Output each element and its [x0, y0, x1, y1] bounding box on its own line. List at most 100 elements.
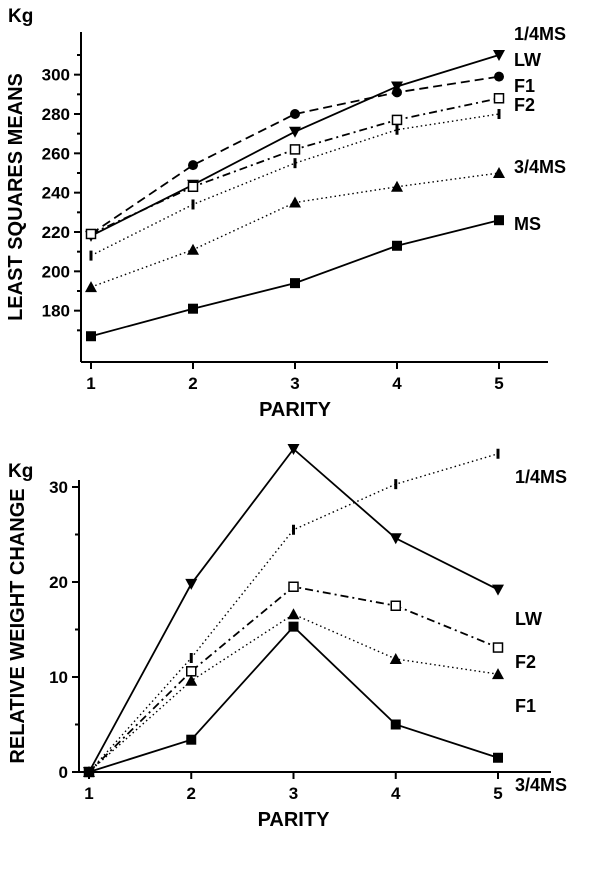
x-tick-label: 2: [188, 374, 197, 393]
data-point-f2: [288, 581, 299, 592]
data-point-lw: [392, 87, 402, 98]
data-point-lw: [494, 71, 504, 82]
data-point-f1: [85, 228, 97, 240]
y-tick-label: 220: [42, 223, 70, 242]
data-point-ms: [392, 240, 402, 251]
y-axis-title: RELATIVE WEIGHT CHANGE: [7, 488, 29, 763]
x-tick-label: 4: [391, 784, 401, 803]
y-tick-label: 30: [49, 478, 68, 497]
x-tick-label: 5: [493, 784, 502, 803]
series-label-1-4ms: 1/4MS: [515, 467, 567, 487]
data-point-1-4ms: [496, 448, 500, 459]
data-point-f1: [389, 652, 402, 664]
series-label-1-4ms: 1/4MS: [514, 24, 566, 44]
y-tick-label: 0: [59, 763, 68, 782]
series-3-4ms: 3/4MS: [85, 157, 566, 293]
x-tick-label: 1: [84, 784, 93, 803]
data-point-lw: [185, 578, 198, 590]
y-unit-label: Kg: [8, 6, 33, 27]
series-label-lw: LW: [515, 609, 542, 629]
data-point-lw: [188, 160, 198, 171]
series-label-f2: F2: [515, 652, 536, 672]
data-point-1-4ms: [292, 524, 295, 535]
data-point-lw: [290, 109, 300, 119]
data-point-f2: [191, 199, 195, 210]
y-tick-label: 280: [42, 105, 70, 124]
data-point-f2: [293, 158, 297, 169]
data-point-f1: [391, 114, 403, 126]
series-label-f1: F1: [515, 696, 536, 716]
data-point-3-4ms: [391, 180, 403, 192]
x-tick-label: 3: [290, 374, 299, 393]
x-tick-label: 5: [494, 374, 503, 393]
data-point-f1: [493, 93, 505, 104]
data-point-1-4ms: [394, 479, 398, 490]
series-label-3-4ms: 3/4MS: [515, 775, 567, 795]
data-point-f2: [492, 642, 504, 653]
x-tick-label: 1: [86, 374, 95, 393]
data-point-ms: [494, 215, 504, 226]
y-tick-label: 20: [49, 573, 68, 592]
data-point-3-4ms: [186, 734, 197, 745]
series-3-4ms: 3/4MS: [84, 621, 567, 795]
data-point-lw: [287, 444, 300, 455]
y-tick-label: 300: [42, 66, 70, 85]
series-label-lw: LW: [514, 50, 541, 70]
data-point-f1: [185, 674, 198, 686]
chart-relative-weight-change: 0 10 20 30 1 2 3 4 5 PARITY RELATIVE WEIGHT CHANGE…: [7, 444, 567, 831]
data-point-ms: [290, 278, 300, 289]
series-lw: LW: [86, 50, 541, 239]
x-tick-label: 4: [392, 374, 402, 393]
series-f1: F1: [85, 76, 535, 240]
data-point-3-4ms: [84, 767, 94, 777]
series-line-lw: [90, 75, 500, 235]
series-label-f2: F2: [514, 95, 535, 115]
data-point-3-4ms: [493, 752, 503, 763]
data-point-3-4ms: [390, 719, 401, 730]
data-point-3-4ms: [493, 167, 505, 178]
data-point-3-4ms: [288, 621, 299, 632]
data-point-3-4ms: [187, 243, 199, 255]
data-point-f2: [497, 109, 501, 119]
data-point-lw: [389, 533, 402, 545]
y-tick-label: 260: [42, 144, 70, 163]
x-axis-title: PARITY: [258, 809, 331, 831]
data-point-3-4ms: [289, 196, 301, 208]
data-point-f1: [492, 668, 504, 680]
series-lw: LW: [83, 444, 542, 778]
data-point-f2: [390, 600, 401, 611]
series-label-3-4ms: 3/4MS: [514, 157, 566, 177]
chart-least-squares-means: 180 200 220 240 260 280 300 1 2 3 4 5 PARITY LEAST SQ…: [5, 6, 566, 421]
series-line-3-4ms: [88, 625, 499, 773]
data-point-f1: [187, 181, 199, 193]
series-f2: F2: [89, 95, 535, 261]
y-tick-label: 200: [42, 262, 70, 281]
series-line-f2: [90, 113, 500, 257]
series-line-1-4ms: [88, 453, 499, 773]
data-point-1-4ms: [189, 653, 193, 663]
data-point-f2: [395, 124, 399, 135]
series-1-4ms: 1/4MS: [87, 448, 567, 777]
series-label-f1: F1: [514, 76, 535, 96]
data-point-ms: [188, 303, 198, 314]
y-tick-label: 240: [42, 184, 70, 203]
data-point-f1: [287, 608, 300, 620]
x-axis-title: PARITY: [259, 399, 332, 421]
y-tick-label: 10: [49, 668, 68, 687]
data-point-f1: [289, 144, 301, 155]
data-point-3-4ms: [85, 281, 97, 293]
series-label-ms: MS: [514, 214, 541, 234]
y-tick-label: 180: [42, 302, 70, 321]
data-point-ms: [86, 331, 96, 342]
y-axis-title: LEAST SQUARES MEANS: [5, 73, 27, 321]
series-line-3-4ms: [90, 172, 500, 288]
x-tick-label: 3: [289, 784, 298, 803]
data-point-1-4ms: [289, 126, 301, 138]
data-point-f2: [186, 666, 197, 677]
data-point-lw: [492, 584, 504, 596]
series-1-4ms: 1/4MS: [85, 24, 566, 242]
series-ms: MS: [86, 214, 541, 342]
data-point-f2: [89, 250, 93, 261]
